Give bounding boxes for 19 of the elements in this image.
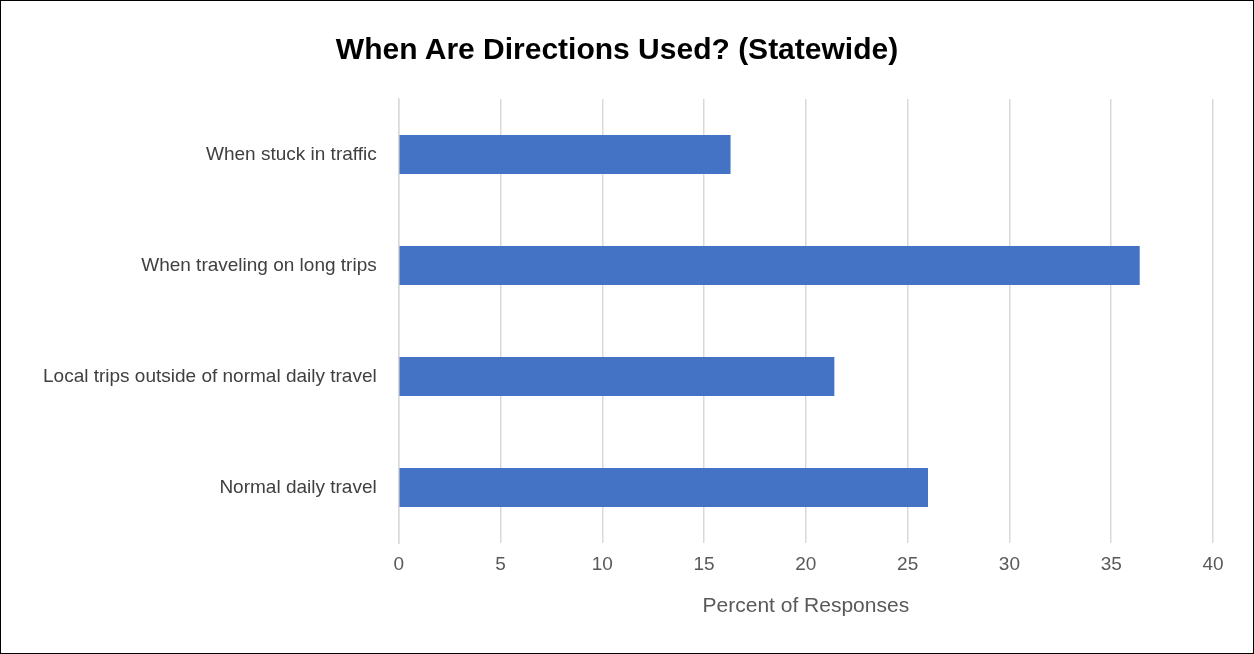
y-tick-label: Normal daily travel — [219, 475, 377, 497]
x-tick-label: 15 — [693, 552, 715, 574]
x-tick-label: 35 — [1100, 552, 1122, 574]
x-tick-label: 10 — [591, 552, 613, 574]
x-axis-title: Percent of Responses — [702, 593, 910, 617]
bar — [399, 468, 928, 507]
y-tick-label: Local trips outside of normal daily travel — [43, 364, 377, 386]
bar — [399, 357, 835, 396]
x-tick-label: 0 — [393, 552, 404, 574]
x-tick-label: 40 — [1202, 552, 1224, 574]
x-tick-label: 25 — [897, 552, 919, 574]
x-tick-label: 20 — [795, 552, 817, 574]
bar — [399, 246, 1140, 285]
bar — [399, 135, 731, 174]
x-tick-label: 30 — [998, 552, 1020, 574]
y-tick-label: When stuck in traffic — [206, 142, 377, 164]
x-tick-label: 5 — [495, 552, 506, 574]
y-tick-label: When traveling on long trips — [141, 253, 377, 275]
chart-title: When Are Directions Used? (Statewide) — [335, 32, 899, 66]
